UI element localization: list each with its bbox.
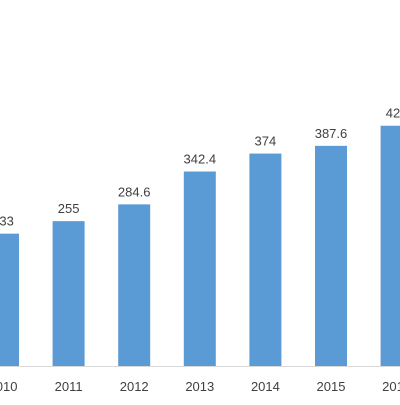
data-label-2012: 284.6 (118, 184, 151, 199)
bar-2016 (380, 125, 400, 367)
x-tick-labels: 2010 2011 2012 2013 2014 2015 2016 (0, 379, 400, 394)
x-tick-label-2010: 2010 (0, 379, 17, 394)
data-label-2011: 255 (58, 201, 80, 216)
bar-2015 (315, 145, 347, 366)
x-tick-label-2014: 2014 (251, 379, 280, 394)
x-tick-label-2012: 2012 (120, 379, 149, 394)
labels-layer: 233 255 284.6 342.4 374 387.6 423 (0, 106, 400, 229)
bar-2014 (249, 153, 282, 366)
x-tick-label-2013: 2013 (185, 379, 214, 394)
bar-2012 (118, 204, 151, 366)
data-label-2010: 233 (0, 214, 14, 229)
data-label-2015: 387.6 (315, 126, 348, 141)
x-tick-label-2011: 2011 (55, 379, 83, 394)
x-tick-label-2015: 2015 (317, 379, 346, 394)
bar-2010 (0, 233, 19, 366)
bar-2011 (52, 221, 85, 366)
bars-layer (0, 125, 400, 367)
data-label-2014: 374 (255, 134, 277, 149)
data-label-2016: 423 (386, 106, 400, 121)
bar-2013 (183, 171, 216, 366)
x-tick-label-2016: 2016 (382, 379, 400, 394)
data-label-2013: 342.4 (184, 152, 217, 167)
